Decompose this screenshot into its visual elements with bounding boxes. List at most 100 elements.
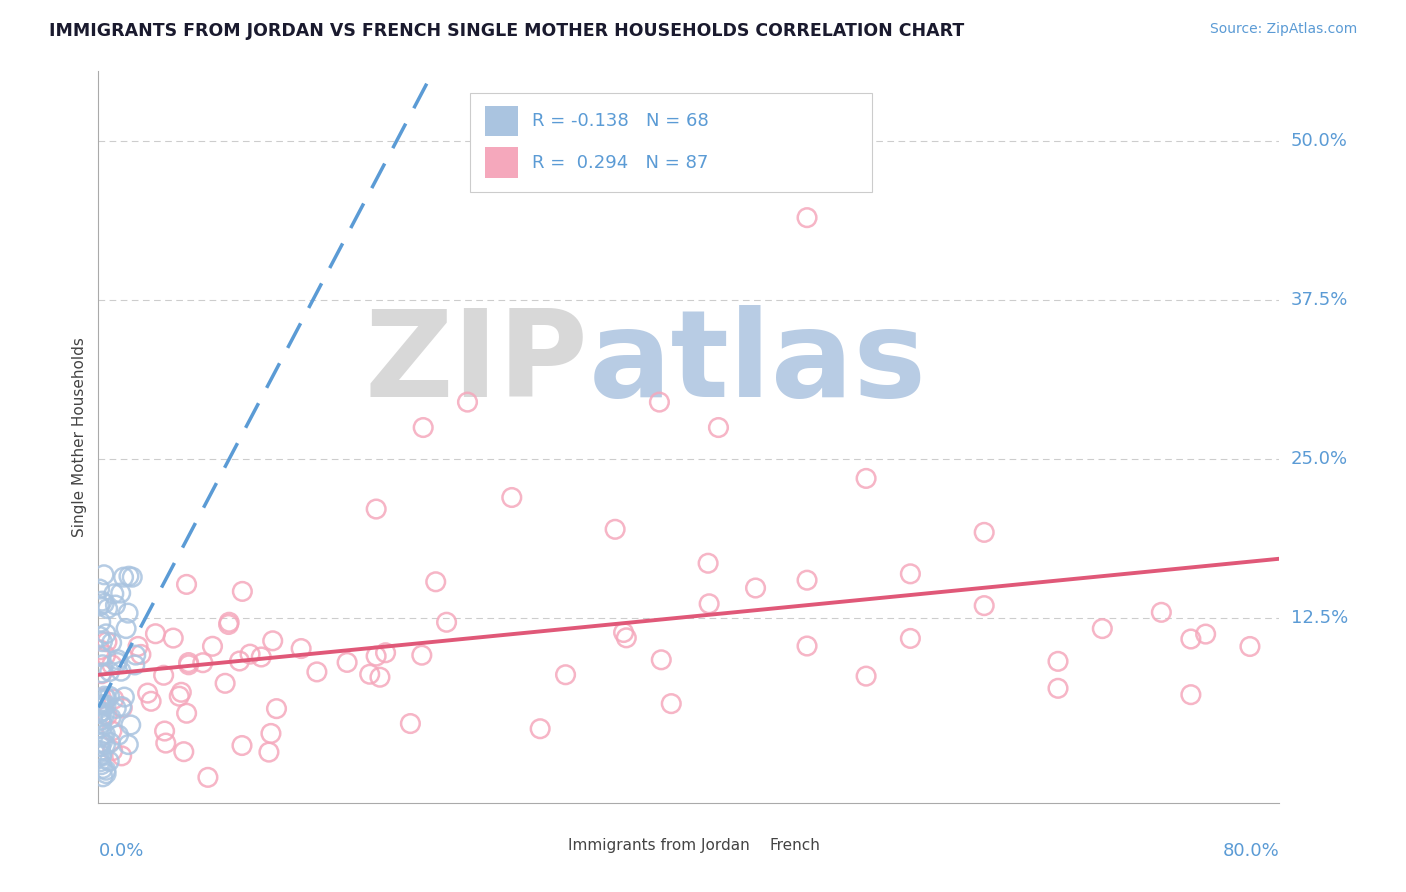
Point bbox=[124, 657, 146, 672]
Bar bbox=[485, 106, 517, 136]
Point bbox=[94, 763, 117, 777]
Point bbox=[90, 747, 112, 762]
Point bbox=[1180, 688, 1202, 702]
Point bbox=[94, 627, 117, 641]
Text: 0.0%: 0.0% bbox=[98, 842, 143, 860]
Point bbox=[900, 566, 922, 581]
Point bbox=[117, 606, 139, 620]
Point bbox=[152, 668, 174, 682]
Point bbox=[605, 522, 627, 536]
Point bbox=[855, 669, 877, 683]
Y-axis label: Single Mother Households: Single Mother Households bbox=[72, 337, 87, 537]
Point bbox=[707, 420, 730, 434]
Point bbox=[90, 716, 112, 731]
Point bbox=[650, 653, 672, 667]
Point bbox=[91, 698, 114, 712]
Point bbox=[127, 640, 149, 654]
Text: 25.0%: 25.0% bbox=[1291, 450, 1348, 468]
Point bbox=[93, 708, 115, 723]
Point bbox=[90, 700, 112, 714]
Text: French: French bbox=[769, 838, 820, 853]
Point bbox=[614, 631, 637, 645]
Point bbox=[554, 667, 576, 681]
Point bbox=[111, 699, 134, 714]
Point bbox=[177, 657, 200, 672]
Point bbox=[94, 698, 117, 712]
Point bbox=[90, 714, 112, 728]
Point bbox=[697, 597, 720, 611]
Point bbox=[744, 581, 766, 595]
Point bbox=[89, 739, 111, 754]
Point bbox=[111, 748, 134, 763]
Point bbox=[1239, 640, 1261, 654]
Point bbox=[112, 690, 135, 704]
Point bbox=[1180, 632, 1202, 646]
Bar bbox=[536, 835, 561, 855]
Point bbox=[336, 656, 359, 670]
Point bbox=[153, 724, 176, 739]
Text: 50.0%: 50.0% bbox=[1291, 132, 1347, 151]
Point bbox=[457, 395, 479, 409]
Point bbox=[1150, 605, 1173, 619]
Point bbox=[900, 632, 922, 646]
Point bbox=[411, 648, 433, 663]
Point bbox=[218, 615, 240, 630]
Point bbox=[305, 665, 328, 679]
Text: 37.5%: 37.5% bbox=[1291, 292, 1348, 310]
FancyBboxPatch shape bbox=[471, 94, 872, 192]
Point bbox=[91, 657, 114, 672]
Point bbox=[231, 584, 253, 599]
Point bbox=[111, 701, 134, 715]
Text: R = -0.138   N = 68: R = -0.138 N = 68 bbox=[531, 112, 709, 130]
Text: Source: ZipAtlas.com: Source: ZipAtlas.com bbox=[1209, 22, 1357, 37]
Point bbox=[98, 735, 121, 749]
Point bbox=[90, 649, 112, 664]
Point bbox=[260, 726, 283, 740]
Point bbox=[91, 729, 114, 743]
Point bbox=[98, 665, 121, 679]
Bar bbox=[485, 147, 517, 178]
Point bbox=[1046, 681, 1070, 696]
Point bbox=[87, 706, 110, 721]
Point bbox=[262, 633, 284, 648]
Text: IMMIGRANTS FROM JORDAN VS FRENCH SINGLE MOTHER HOUSEHOLDS CORRELATION CHART: IMMIGRANTS FROM JORDAN VS FRENCH SINGLE … bbox=[49, 22, 965, 40]
Point bbox=[176, 706, 198, 721]
Point bbox=[103, 587, 125, 601]
Point bbox=[177, 656, 200, 670]
Point bbox=[105, 701, 128, 715]
Point bbox=[266, 701, 288, 715]
Point bbox=[94, 738, 117, 752]
Point bbox=[250, 650, 273, 665]
Point bbox=[121, 570, 143, 584]
Text: ZIP: ZIP bbox=[364, 305, 589, 423]
Point bbox=[176, 577, 198, 591]
Point bbox=[228, 654, 250, 668]
Point bbox=[366, 502, 388, 516]
Point bbox=[89, 642, 111, 657]
Point bbox=[105, 656, 128, 670]
Point bbox=[90, 665, 112, 680]
Point bbox=[368, 670, 391, 684]
Point bbox=[973, 525, 995, 540]
Point bbox=[290, 641, 312, 656]
Point bbox=[201, 640, 224, 654]
Point bbox=[91, 770, 114, 784]
Point bbox=[613, 625, 636, 640]
Point bbox=[89, 599, 111, 613]
Point bbox=[94, 648, 117, 663]
Point bbox=[91, 762, 114, 776]
Point bbox=[94, 766, 117, 780]
Text: 80.0%: 80.0% bbox=[1223, 842, 1279, 860]
Point bbox=[120, 718, 142, 732]
Point bbox=[162, 631, 184, 645]
Point bbox=[90, 713, 112, 727]
Point bbox=[1091, 622, 1114, 636]
Point bbox=[104, 598, 127, 612]
Point bbox=[167, 689, 190, 703]
Point bbox=[436, 615, 458, 630]
Point bbox=[94, 727, 117, 741]
Point bbox=[91, 634, 114, 648]
Point bbox=[374, 646, 396, 660]
Point bbox=[89, 582, 111, 596]
Point bbox=[90, 706, 112, 720]
